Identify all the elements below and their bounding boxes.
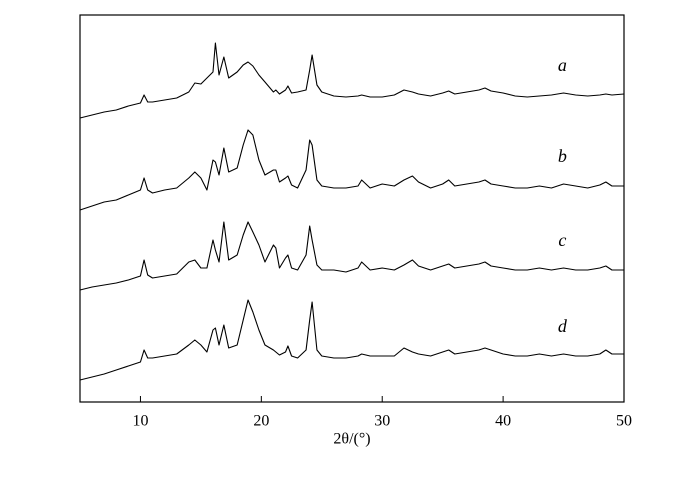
x-tick-label: 20: [253, 413, 269, 430]
x-tick-label: 40: [495, 413, 511, 430]
series-label: d: [558, 316, 568, 336]
series-label: a: [558, 55, 567, 75]
xrd-trace: [79, 221, 624, 291]
series-label: b: [558, 146, 567, 166]
series-label: c: [558, 230, 566, 250]
xrd-trace: [79, 129, 624, 211]
x-tick-label: 50: [616, 413, 632, 430]
xrd-trace: [79, 42, 625, 119]
plot-frame: [79, 14, 625, 403]
xrd-trace: [79, 299, 624, 381]
x-tick-label: 10: [132, 413, 148, 430]
x-axis-label: 2θ/(°): [333, 431, 370, 448]
x-tick-label: 30: [374, 413, 390, 430]
